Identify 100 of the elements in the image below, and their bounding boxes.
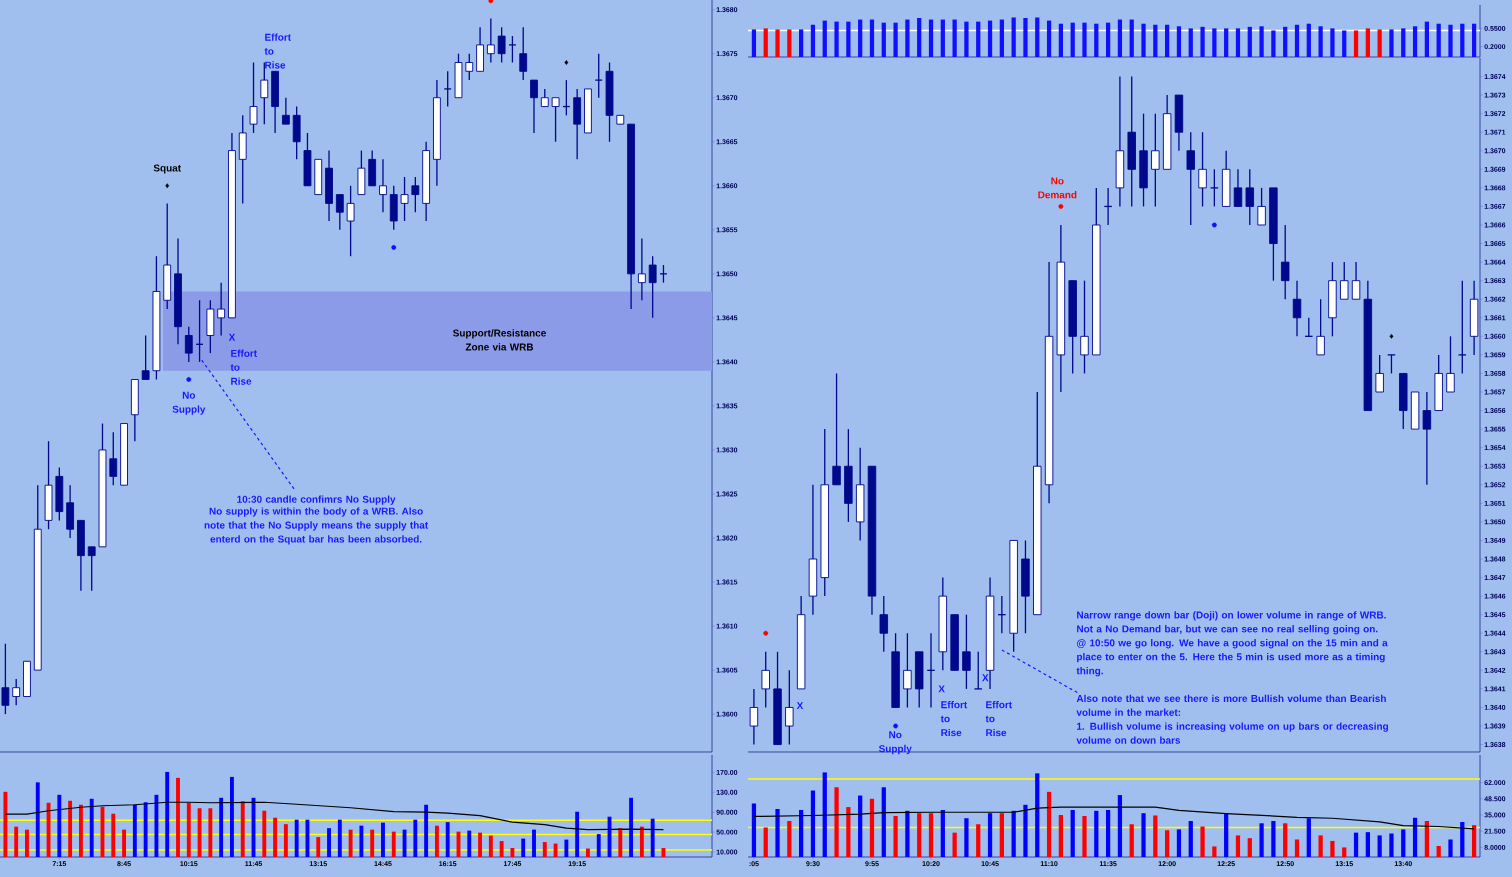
candlestick <box>1292 280 1302 337</box>
bar <box>1129 19 1134 57</box>
bar <box>629 797 634 857</box>
bar <box>1259 26 1264 57</box>
bar <box>1330 840 1335 857</box>
candlestick <box>400 176 409 222</box>
bar <box>575 811 580 857</box>
bar <box>1365 28 1370 57</box>
bar <box>846 21 851 57</box>
bar <box>1271 30 1276 57</box>
candlestick <box>1387 354 1396 375</box>
bar <box>1105 809 1111 857</box>
bar <box>1011 17 1016 57</box>
candlestick <box>1280 224 1290 300</box>
bar <box>413 819 418 857</box>
point <box>1389 333 1394 339</box>
candlestick <box>486 17 495 64</box>
bar <box>1294 839 1300 857</box>
bar <box>521 838 526 857</box>
bar <box>1117 795 1123 857</box>
bar <box>467 830 472 857</box>
bar <box>952 19 957 57</box>
bar <box>1412 26 1418 57</box>
bar <box>89 798 94 857</box>
bar <box>1188 821 1193 857</box>
candlestick <box>1257 187 1266 226</box>
bar <box>1200 26 1205 57</box>
bar <box>858 19 863 57</box>
bar <box>1165 24 1170 57</box>
annotation: No Supply <box>878 731 912 755</box>
bar <box>596 834 601 857</box>
point <box>893 723 898 729</box>
candlestick <box>637 237 646 301</box>
bar <box>869 19 875 57</box>
bar <box>976 21 981 57</box>
bar <box>1377 835 1382 857</box>
candlestick <box>465 53 474 81</box>
annotation: Effort to Rise <box>985 700 1012 737</box>
bar <box>337 819 342 857</box>
candlestick <box>1198 131 1207 208</box>
bar <box>564 839 569 857</box>
bar <box>822 772 827 857</box>
bar <box>1448 839 1453 857</box>
candlestick <box>1446 335 1455 393</box>
bar <box>1377 29 1382 57</box>
bar <box>1436 23 1441 57</box>
band-label: Support/Resistance Zone via WRB <box>452 329 546 351</box>
candlestick <box>184 326 193 363</box>
bar <box>1271 821 1276 857</box>
bar <box>787 821 792 857</box>
bar <box>1306 818 1311 857</box>
annotation: No Supply <box>172 391 206 415</box>
bar <box>1011 810 1016 857</box>
candlestick <box>1340 261 1349 300</box>
bar <box>1200 826 1205 857</box>
bar <box>893 815 898 857</box>
bar <box>1235 835 1241 857</box>
bar <box>1424 21 1430 57</box>
bar <box>999 19 1004 57</box>
bar <box>1070 809 1075 857</box>
bar <box>445 822 450 857</box>
bar <box>787 29 792 57</box>
bar <box>1046 20 1052 57</box>
bar <box>1129 824 1134 857</box>
candlestick <box>973 651 983 690</box>
candlestick <box>443 70 452 108</box>
bar <box>881 22 886 57</box>
bar <box>775 29 780 57</box>
annotation: 1. Bullish volume is increasing volume on up bars or decreasing volume on down bars <box>1076 722 1388 744</box>
bar <box>763 827 768 857</box>
bar <box>1212 28 1217 57</box>
bar <box>370 829 375 857</box>
bar <box>1023 17 1028 57</box>
candlestick <box>594 53 603 99</box>
bar <box>542 842 547 857</box>
bar <box>1046 791 1052 857</box>
bar <box>1094 23 1099 57</box>
bar <box>1035 773 1040 857</box>
point <box>763 630 769 636</box>
bar <box>1389 833 1394 857</box>
bar <box>208 808 213 857</box>
bar <box>940 809 945 857</box>
bar <box>869 798 875 857</box>
candlestick <box>497 26 506 64</box>
candlestick <box>346 185 355 257</box>
candlestick <box>411 176 420 213</box>
annotation: No supply is within the body of a WRB. Also note that the No Supply means the supply that enterd on the Squat bar has been absorbed. <box>204 507 429 545</box>
bar <box>348 829 353 857</box>
bar <box>1330 28 1335 57</box>
candlestick <box>1233 168 1243 208</box>
bar <box>532 829 536 857</box>
candlestick <box>379 158 387 213</box>
bar <box>553 843 558 857</box>
bar <box>283 824 288 857</box>
bar <box>1353 30 1359 57</box>
bar <box>928 813 934 857</box>
candlestick <box>109 431 118 486</box>
candlestick <box>1080 280 1089 375</box>
bar <box>132 804 137 857</box>
bar <box>122 829 126 857</box>
